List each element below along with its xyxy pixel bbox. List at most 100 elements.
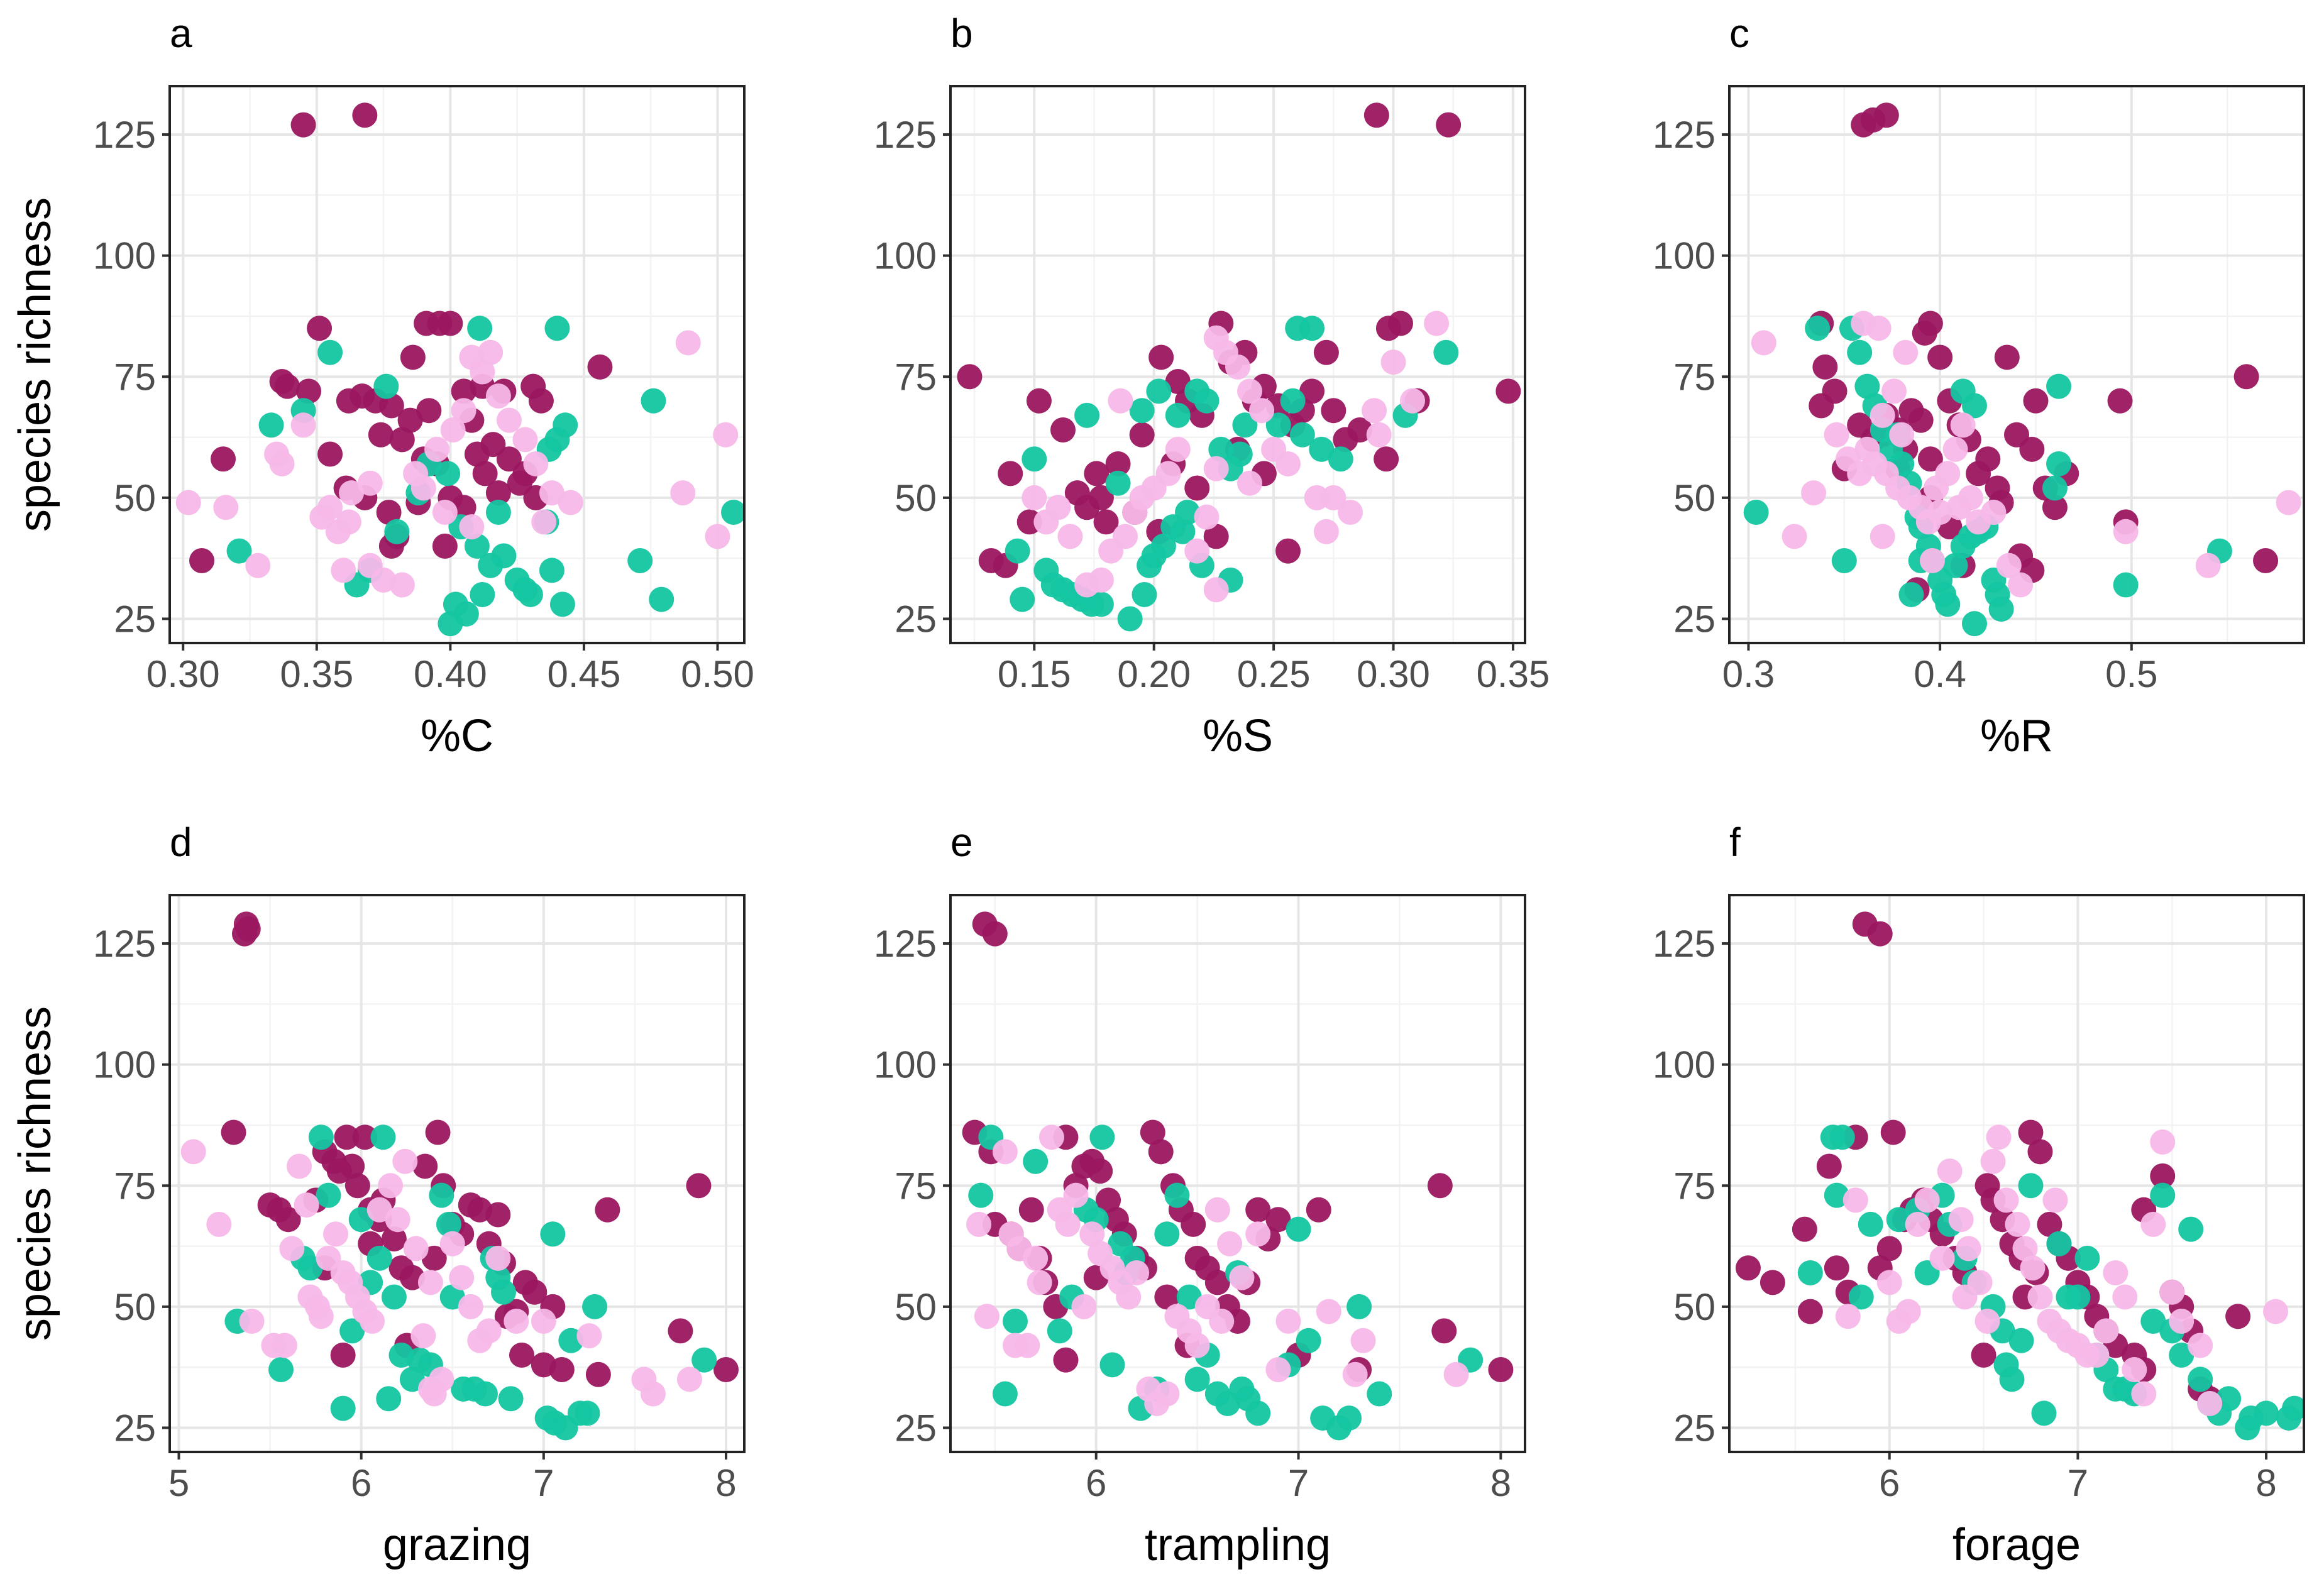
panel-b: 0.15 0.20 0.25 0.30 0.35 25 50 75 100 125 b %S	[874, 11, 1550, 761]
y-tick-label: 75	[1673, 1165, 1715, 1207]
data-point-pink	[410, 475, 436, 501]
data-point-green	[1858, 1211, 1883, 1237]
data-point-dark	[317, 441, 343, 467]
data-point-dark	[296, 378, 322, 404]
y-tick-label: 25	[1673, 1407, 1715, 1449]
data-point-pink	[1914, 1187, 1940, 1213]
y-tick-label: 50	[895, 477, 937, 519]
data-point-dark	[1431, 1318, 1457, 1344]
data-point-pink	[1313, 519, 1339, 544]
data-point-pink	[2103, 1260, 2128, 1285]
y-tick-label: 75	[114, 356, 156, 398]
data-point-pink	[1063, 1182, 1089, 1208]
data-point-dark	[713, 1357, 739, 1383]
data-point-green	[2046, 1231, 2072, 1256]
data-point-green	[968, 1182, 994, 1208]
x-tick-label: 0.35	[280, 653, 353, 695]
data-point-dark	[1165, 368, 1191, 394]
x-tick-label: 0.45	[548, 653, 621, 695]
data-point-dark	[352, 102, 378, 128]
data-point-pink	[992, 1139, 1018, 1165]
y-tick-label: 100	[874, 1044, 937, 1086]
data-point-green	[1164, 1182, 1190, 1208]
data-point-pink	[966, 1211, 992, 1237]
data-point-pink	[2112, 1284, 2138, 1310]
x-axis-title: trampling	[1145, 1520, 1331, 1570]
data-point-green	[1280, 388, 1306, 414]
data-point-pink	[476, 1318, 502, 1344]
data-point-dark	[1105, 451, 1131, 476]
data-point-pink	[449, 1265, 475, 1290]
data-point-green	[2140, 1308, 2166, 1334]
data-point-green	[1999, 1366, 2025, 1392]
data-point-pink	[1229, 1265, 1255, 1290]
data-point-dark	[957, 364, 983, 390]
data-point-green	[1154, 1221, 1180, 1247]
data-point-pink	[1946, 495, 1972, 520]
data-point-green	[1847, 339, 1873, 365]
panel-d: 5 6 7 8 25 50 75 100 125 d grazing species richness	[10, 820, 746, 1570]
x-tick-label: 7	[533, 1462, 554, 1504]
data-point-pink	[1237, 470, 1263, 496]
data-point-pink	[2020, 1255, 2046, 1281]
data-point-pink	[1074, 572, 1100, 598]
data-point-green	[384, 519, 410, 544]
data-point-dark	[1760, 1270, 1785, 1295]
points-layer	[1743, 102, 2301, 637]
data-point-green	[1309, 436, 1335, 462]
data-point-green	[1146, 378, 1172, 404]
data-point-dark	[1873, 102, 1899, 128]
data-point-pink	[640, 1381, 666, 1407]
data-point-green	[373, 373, 399, 399]
data-point-dark	[1088, 1158, 1113, 1184]
data-point-pink	[424, 436, 450, 462]
data-point-pink	[676, 1366, 702, 1392]
data-point-dark	[1436, 112, 1462, 138]
data-point-green	[1824, 1182, 1849, 1208]
data-point-pink	[213, 495, 239, 520]
data-point-dark	[1275, 538, 1301, 564]
data-point-dark	[1917, 311, 1943, 336]
data-point-green	[549, 591, 575, 617]
data-point-green	[498, 1386, 524, 1412]
data-point-dark	[1816, 1153, 1842, 1179]
points-layer	[180, 911, 739, 1441]
data-point-dark	[1140, 1119, 1165, 1145]
data-point-dark	[998, 461, 1023, 487]
data-point-pink	[1993, 1187, 2019, 1213]
x-tick-label: 0.5	[2105, 653, 2157, 695]
data-point-dark	[1797, 1299, 1823, 1324]
y-tick-label: 25	[895, 1407, 937, 1449]
data-point-green	[1232, 412, 1258, 438]
data-point-pink	[290, 412, 316, 438]
y-tick-label: 100	[93, 1044, 156, 1086]
data-point-dark	[2037, 1211, 2062, 1237]
data-point-pink	[2159, 1279, 2185, 1305]
data-point-pink	[1948, 1207, 1974, 1233]
data-point-pink	[496, 407, 522, 433]
y-tick-label: 50	[114, 1286, 156, 1328]
data-point-green	[226, 538, 252, 564]
panel-letter: a	[170, 11, 192, 56]
x-tick-label: 8	[715, 1462, 736, 1504]
data-point-green	[316, 1182, 341, 1208]
data-point-pink	[1122, 499, 1148, 525]
data-point-green	[2042, 475, 2068, 501]
data-point-dark	[595, 1197, 620, 1223]
data-point-pink	[531, 1308, 556, 1334]
data-point-dark	[1204, 1270, 1230, 1295]
data-point-dark	[400, 344, 426, 370]
data-point-green	[1831, 548, 1857, 574]
data-point-green	[485, 499, 511, 525]
data-point-green	[649, 586, 675, 612]
y-tick-label: 25	[1673, 598, 1715, 640]
data-point-green	[691, 1347, 717, 1373]
data-point-green	[1089, 1124, 1115, 1150]
data-point-pink	[1265, 1357, 1291, 1383]
data-point-pink	[1079, 1221, 1105, 1247]
data-point-pink	[1184, 538, 1210, 564]
plot-frame	[168, 85, 746, 644]
data-point-dark	[1313, 339, 1339, 365]
data-point-green	[2169, 1342, 2195, 1368]
data-point-green	[1886, 1207, 1912, 1233]
